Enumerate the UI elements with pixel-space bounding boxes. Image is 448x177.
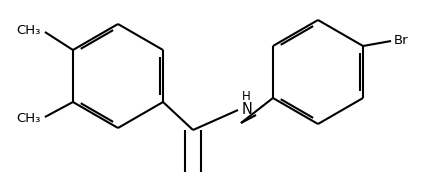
Text: H: H: [242, 90, 251, 104]
Text: N: N: [242, 102, 253, 118]
Text: Br: Br: [394, 35, 409, 47]
Text: CH₃: CH₃: [17, 24, 41, 36]
Text: CH₃: CH₃: [17, 113, 41, 125]
